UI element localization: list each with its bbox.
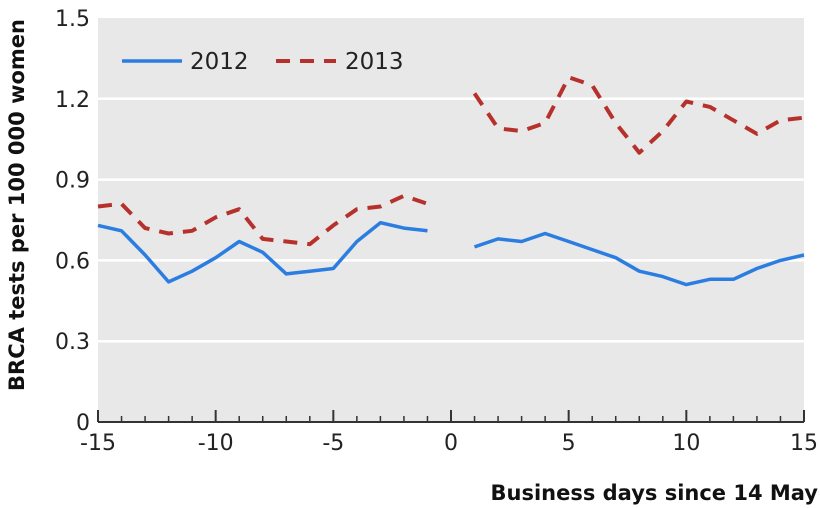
y-tick-label-4: 1.2 xyxy=(55,88,90,113)
x-tick-label-0: -15 xyxy=(80,431,116,456)
x-axis-ticks: -15 -10 -5 0 5 10 15 xyxy=(80,410,818,456)
gridlines xyxy=(98,97,804,343)
y-tick-label-3: 0.9 xyxy=(55,169,90,194)
x-tick-label-4: 5 xyxy=(562,431,576,456)
series-2013-line-segment-2 xyxy=(472,75,805,155)
y-tick-label-1: 0.3 xyxy=(55,330,90,355)
x-tick-label-5: 10 xyxy=(672,431,700,456)
plot-area xyxy=(98,18,804,422)
x-tick-label-1: -10 xyxy=(198,431,234,456)
y-tick-label-0: 0 xyxy=(76,411,90,436)
series-lines xyxy=(97,75,805,287)
x-tick-label-6: 15 xyxy=(790,431,818,456)
legend-label-2012: 2012 xyxy=(190,49,249,75)
x-axis-title: Business days since 14 May xyxy=(490,481,818,505)
y-axis-ticks: 0 0.3 0.6 0.9 1.2 1.5 xyxy=(55,7,90,436)
series-2012-line-segment-1 xyxy=(97,220,428,284)
x-tick-label-2: -5 xyxy=(322,431,344,456)
y-axis-title: BRCA tests per 100 000 women xyxy=(5,19,29,391)
legend-label-2013: 2013 xyxy=(345,49,404,75)
y-tick-label-2: 0.6 xyxy=(55,249,90,274)
x-tick-label-3: 0 xyxy=(444,431,458,456)
series-2013-line-segment-1 xyxy=(97,193,429,247)
y-tick-label-5: 1.5 xyxy=(55,7,90,32)
series-2012-line-segment-2 xyxy=(473,231,805,287)
legend: 2012 2013 xyxy=(122,49,404,75)
